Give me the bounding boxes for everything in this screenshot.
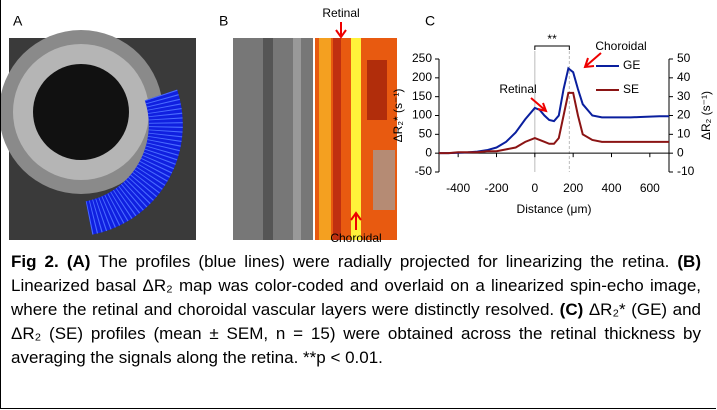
x-tick-label: 400 (601, 181, 621, 195)
y2-tick-label: 10 (677, 127, 691, 141)
y2-tick-label: 20 (677, 108, 691, 122)
x-axis-label: Distance (μm) (517, 202, 592, 216)
caption-text: ΔR₂* (GE) and ΔR₂ (SE) profiles (mean ± … (11, 300, 702, 367)
y2-tick-label: 0 (677, 145, 684, 159)
annotation: Choroidal (595, 39, 646, 53)
y2-axis-label: ΔR₂ (s⁻¹) (699, 91, 713, 140)
caption-text: The profiles (blue lines) were radially … (90, 252, 678, 271)
annotation: Choroidal (330, 231, 381, 245)
arrow (530, 97, 548, 113)
legend-label: SE (623, 82, 639, 96)
y-tick-label: 0 (425, 145, 432, 159)
annotation: Retinal (322, 6, 359, 20)
eye-image (0, 30, 196, 240)
y-axis-label: ΔR₂* (s⁻¹) (391, 89, 405, 143)
legend-label: GE (623, 58, 640, 72)
bracket (534, 45, 570, 50)
caption-text: (A) (66, 252, 91, 271)
panel-label: B (219, 13, 228, 29)
arrow (335, 22, 347, 39)
linearized-map (233, 38, 397, 240)
y2-tick-label: 40 (677, 70, 691, 84)
x-tick-label: -400 (446, 181, 470, 195)
caption: Fig 2. (A) The profiles (blue lines) wer… (11, 250, 701, 370)
x-tick-label: 600 (640, 181, 660, 195)
data-line (439, 91, 669, 155)
caption-text: Linearized basal ΔR₂ map was color-coded… (11, 276, 701, 319)
panel-label: A (13, 13, 23, 29)
y2-tick-label: 50 (677, 51, 691, 65)
y-tick-label: 150 (412, 89, 432, 103)
y-tick-label: 200 (412, 70, 432, 84)
arrow (350, 211, 362, 230)
y2-tick-label: 30 (677, 89, 691, 103)
y-tick-label: 250 (412, 51, 432, 65)
data-line (439, 66, 669, 155)
x-tick-label: -200 (484, 181, 508, 195)
y-tick-label: -50 (415, 164, 433, 178)
y-tick-label: 100 (412, 108, 432, 122)
annotation: Retinal (499, 82, 536, 96)
caption-text: (C) (559, 300, 584, 319)
x-tick-label: 0 (531, 181, 538, 195)
caption-text: (B) (677, 252, 701, 271)
x-tick-label: 200 (563, 181, 583, 195)
y-tick-label: 50 (419, 127, 433, 141)
annotation: ** (547, 32, 557, 46)
y2-tick-label: -10 (677, 164, 695, 178)
figure-panels: A B C Retinal Choroidal -500501001502002… (0, 6, 713, 245)
caption-label: Fig 2. (11, 252, 59, 271)
panel-label: C (425, 13, 435, 29)
arrow (583, 52, 602, 69)
